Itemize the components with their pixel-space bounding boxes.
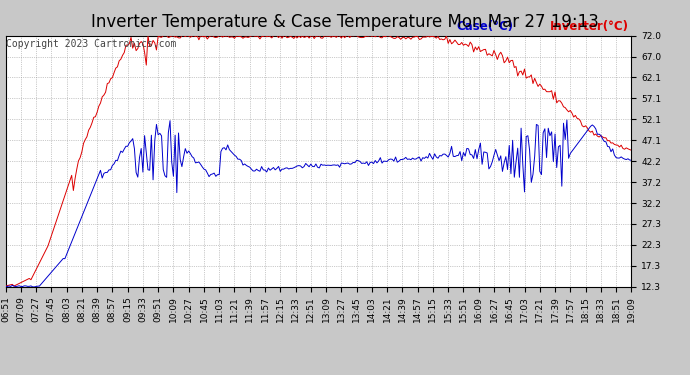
Text: Inverter Temperature & Case Temperature Mon Mar 27 19:13: Inverter Temperature & Case Temperature …	[91, 13, 599, 31]
Text: Inverter(°C): Inverter(°C)	[550, 20, 629, 33]
Text: Case(°C): Case(°C)	[456, 20, 513, 33]
Text: Copyright 2023 Cartronics.com: Copyright 2023 Cartronics.com	[6, 39, 177, 50]
